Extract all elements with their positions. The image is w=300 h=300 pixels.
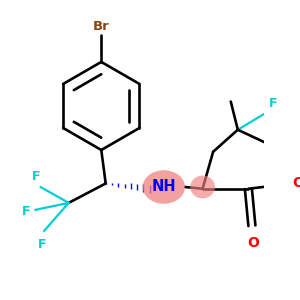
Ellipse shape [190,176,215,198]
Text: F: F [21,205,30,218]
Text: NH: NH [152,179,176,194]
Text: O: O [292,176,300,190]
Text: F: F [268,98,277,110]
Text: Br: Br [93,20,110,33]
Ellipse shape [143,170,185,204]
Text: O: O [248,236,260,250]
Text: F: F [32,170,40,184]
Text: F: F [38,238,46,251]
